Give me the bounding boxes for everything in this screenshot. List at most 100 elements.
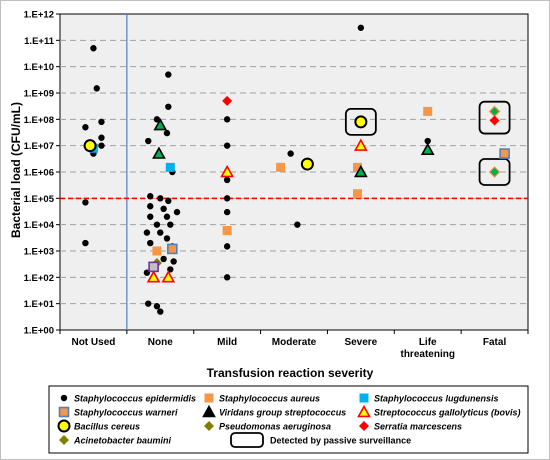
- point-staphylococcus-epidermidis: [165, 197, 172, 205]
- y-axis-ticks: 1.E+00 1.E+01 1.E+02 1.E+03 1.E+04 1.E+05 1.E+…: [24, 10, 60, 337]
- point-staphylococcus-epidermidis: [223, 116, 231, 123]
- point-staphylococcus-epidermidis: [153, 116, 161, 123]
- y-tick-label: 1.E+06: [24, 168, 54, 179]
- legend-label-staphylococcus-warneri: Staphylococcus warneri: [74, 408, 178, 418]
- legend-marker-staphylococcus-warneri: [58, 406, 70, 418]
- point-staphylococcus-epidermidis: [160, 205, 167, 213]
- point-bacillus-cereus: [300, 157, 314, 171]
- y-tick-label: 1.E+09: [24, 89, 54, 100]
- point-staphylococcus-aureus: [423, 106, 433, 116]
- point-streptococcus-gallolyticus-bovis: [161, 270, 176, 283]
- y-axis-label: Bacterial load (CFU/mL): [9, 102, 23, 238]
- point-viridans-group-streptococcus: [353, 164, 368, 178]
- y-tick-label: 1.E+07: [24, 141, 54, 152]
- point-staphylococcus-epidermidis: [223, 142, 231, 149]
- point-staphylococcus-aureus: [152, 246, 162, 256]
- legend-marker-detected-by-passive-surveillance: [230, 432, 264, 448]
- point-serratia-marcescens: [489, 115, 500, 126]
- y-tick-label: 1.E+03: [24, 247, 54, 258]
- x-tick-label: Moderate: [272, 337, 317, 348]
- x-tick-label: Life: [419, 337, 437, 348]
- point-streptococcus-gallolyticus-bovis: [220, 164, 235, 178]
- point-viridans-group-streptococcus: [153, 118, 168, 131]
- y-tick-label: 1.E+12: [24, 10, 54, 21]
- legend-marker-streptococcus-gallolyticus-bovis: [357, 404, 371, 418]
- legend-marker-staphylococcus-lugdunensis: [359, 393, 369, 403]
- point-pseudomonas-aeruginosa: [488, 166, 501, 178]
- point-staphylococcus-epidermidis: [145, 300, 152, 307]
- point-staphylococcus-epidermidis: [98, 134, 105, 141]
- legend-box: [48, 385, 529, 454]
- legend-marker-serratia-marcescens: [359, 421, 369, 431]
- y-tick-label: 1.E+04: [24, 220, 55, 231]
- passive-surveillance-box: [344, 107, 377, 136]
- point-streptococcus-gallolyticus-bovis: [146, 270, 161, 283]
- point-staphylococcus-epidermidis: [223, 176, 231, 184]
- point-staphylococcus-epidermidis: [98, 118, 105, 126]
- point-staphylococcus-warneri: [499, 148, 510, 159]
- legend-label-detected-by-passive-surveillance: Detected by passive surveillance: [270, 436, 411, 446]
- x-tick-label: Fatal: [483, 337, 507, 348]
- point-staphylococcus-epidermidis: [294, 221, 301, 228]
- point-staphylococcus-aureus: [353, 189, 363, 199]
- y-tick-label: 1.E+11: [24, 36, 55, 47]
- legend-label-staphylococcus-lugdunensis: Staphylococcus lugdunensis: [374, 394, 499, 404]
- x-tick-label: threatening: [400, 349, 454, 360]
- point-staphylococcus-epidermidis: [287, 150, 294, 157]
- point-staphylococcus-epidermidis: [173, 208, 181, 216]
- legend-label-bacillus-cereus: Bacillus cereus: [74, 422, 140, 432]
- point-serratia-marcescens: [222, 95, 233, 106]
- point-viridans-group-streptococcus: [152, 146, 166, 159]
- point-staphylococcus-epidermidis: [170, 258, 177, 265]
- point-streptococcus-gallolyticus-bovis: [353, 138, 368, 151]
- point-staphylococcus-epidermidis: [98, 142, 105, 149]
- point-staphylococcus: [148, 261, 159, 273]
- x-axis-ticks: Not Used None Mild Moderate Severe Lifethreat…: [59, 330, 529, 360]
- point-staphylococcus-epidermidis: [143, 229, 151, 236]
- x-tick-label: None: [148, 337, 173, 348]
- point-staphylococcus-epidermidis: [163, 235, 171, 242]
- point-viridans-group-streptococcus: [420, 142, 435, 155]
- point-staphylococcus-epidermidis: [153, 303, 161, 310]
- legend-label-streptococcus-gallolyticus-bovis: Streptococcus gallolyticus (bovis): [374, 408, 521, 418]
- point-staphylococcus-epidermidis: [157, 229, 164, 236]
- legend-label-staphylococcus-epidermidis: Staphylococcus epidermidis: [74, 394, 196, 404]
- point-staphylococcus-epidermidis: [165, 103, 172, 110]
- point-staphylococcus-epidermidis: [93, 85, 100, 92]
- y-tick-label: 1.E+05: [24, 194, 55, 205]
- point-staphylococcus-epidermidis: [163, 129, 171, 137]
- legend-label-viridans-group-streptococcus: Viridans group streptococcus: [219, 408, 346, 418]
- point-staphylococcus-epidermidis: [82, 199, 89, 206]
- y-tick-label: 1.E+01: [24, 299, 55, 310]
- point-staphylococcus-epidermidis: [145, 137, 152, 145]
- legend-marker-staphylococcus-aureus: [204, 393, 214, 403]
- point-staphylococcus-epidermidis: [147, 193, 154, 200]
- gridlines: [60, 39, 528, 305]
- point-staphylococcus-epidermidis: [424, 137, 431, 145]
- point-staphylococcus-epidermidis: [90, 45, 97, 52]
- legend-label-acinetobacter-baumini: Acinetobacter baumini: [73, 436, 172, 446]
- point-staphylococcus-epidermidis: [167, 221, 174, 228]
- point-staphylococcus-epidermidis: [82, 239, 89, 247]
- legend-marker-staphylococcus-epidermidis: [60, 394, 68, 402]
- point-bacillus-cereus: [83, 139, 97, 153]
- point-bacillus-cereus: [354, 115, 368, 129]
- x-tick-label: Severe: [344, 337, 377, 348]
- point-staphylococcus-epidermidis: [223, 243, 231, 250]
- legend-marker-acinetobacter-baumini: [59, 435, 69, 445]
- passive-surveillance-box: [478, 100, 511, 135]
- point-staphylococcus-epidermidis: [157, 308, 164, 315]
- point-staphylococcus-epidermidis: [223, 208, 231, 216]
- passive-surveillance-boxes: [344, 100, 511, 186]
- point-staphylococcus-epidermidis: [153, 221, 161, 228]
- point-staphylococcus-lugdunensis: [165, 162, 175, 172]
- y-tick-label: 1.E+10: [24, 62, 54, 73]
- point-staphylococcus-epidermidis: [147, 239, 154, 247]
- point-staphylococcus-epidermidis: [163, 213, 171, 220]
- point-staphylococcus-epidermidis: [223, 274, 231, 281]
- y-tick-label: 1.E+02: [24, 273, 54, 284]
- point-staphylococcus-epidermidis: [223, 195, 231, 202]
- point-staphylococcus-epidermidis: [160, 255, 167, 263]
- point-staphylococcus-aureus: [353, 162, 363, 172]
